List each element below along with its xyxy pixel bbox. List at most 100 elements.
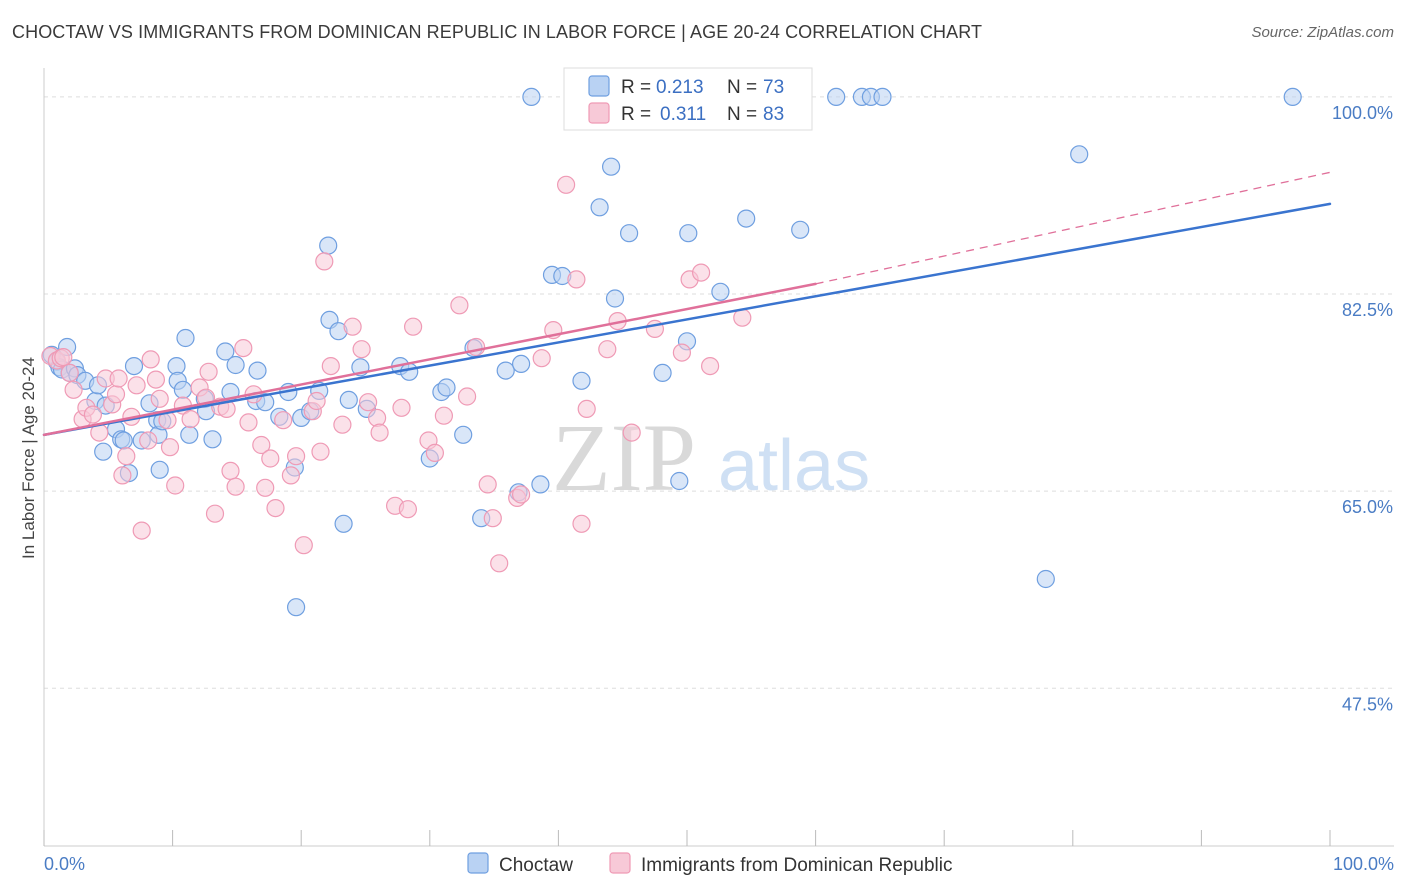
dominican-point-17 — [127, 376, 146, 395]
legend-r-value-dominican: 0.311 — [660, 104, 706, 125]
choctaw-point-27 — [176, 328, 195, 348]
choctaw-point-70 — [605, 289, 625, 308]
choctaw-point-41 — [287, 598, 306, 617]
dominican-point-27 — [181, 410, 200, 429]
dominican-trend-line — [42, 282, 817, 437]
dominican-point-66 — [458, 387, 477, 406]
choctaw-point-68 — [590, 198, 609, 217]
choctaw-point-28 — [180, 425, 199, 444]
choctaw-point-78 — [737, 209, 756, 228]
dominican-point-14 — [113, 466, 132, 485]
choctaw-point-80 — [791, 220, 810, 239]
choctaw-point-26 — [173, 380, 192, 399]
choctaw-point-57 — [454, 425, 473, 444]
dominican-point-79 — [598, 340, 617, 359]
choctaw-point-62 — [511, 354, 531, 373]
choctaw-point-49 — [339, 390, 358, 409]
dominican-point-81 — [622, 423, 641, 442]
dominican-point-85 — [691, 263, 711, 282]
dominican-point-42 — [266, 499, 285, 518]
choctaw-point-86 — [1070, 145, 1089, 164]
dominican-point-49 — [311, 442, 330, 461]
dominican-point-34 — [221, 461, 240, 480]
dominican-point-73 — [532, 349, 551, 368]
x-tick-label-max: 100.0% — [1333, 854, 1394, 874]
dominican-point-86 — [700, 357, 720, 376]
choctaw-point-36 — [248, 361, 267, 380]
legend: R = 0.213 N = 73 R = 0.311 N = 83 — [563, 67, 813, 131]
choctaw-point-48 — [334, 514, 353, 533]
dominican-point-15 — [117, 447, 136, 466]
source-credit: Source: ZipAtlas.com — [1251, 24, 1394, 41]
dominican-point-48 — [307, 391, 326, 411]
dominican-point-56 — [368, 408, 387, 427]
dominican-point-77 — [572, 514, 591, 533]
choctaw-point-45 — [319, 236, 338, 255]
dominican-point-44 — [281, 466, 300, 485]
dominican-point-19 — [139, 431, 158, 450]
choctaw-trend-line — [42, 202, 1332, 437]
dominican-point-53 — [343, 317, 362, 336]
dominican-point-39 — [252, 435, 271, 455]
y-axis-label: In Labor Force | Age 20-24 — [19, 357, 38, 559]
dominican-point-20 — [141, 350, 160, 369]
dominican-point-45 — [287, 447, 306, 466]
dominican-point-30 — [199, 362, 218, 381]
choctaw-point-53 — [400, 362, 419, 381]
dominican-point-60 — [398, 500, 417, 519]
y-tick-labels: 100.0% 82.5% 65.0% 47.5% — [1332, 103, 1393, 714]
chart-title: CHOCTAW VS IMMIGRANTS FROM DOMINICAN REP… — [12, 22, 983, 42]
dominican-point-51 — [321, 357, 340, 376]
series-legend: Choctaw Immigrants from Dominican Republ… — [467, 852, 953, 876]
y-tick-label-0: 100.0% — [1332, 103, 1393, 123]
dominican-point-21 — [146, 370, 165, 389]
choctaw-point-11 — [94, 442, 113, 461]
legend-n-value-choctaw: 73 — [763, 77, 784, 98]
choctaw-point-32 — [216, 342, 235, 361]
x-tick-label-min: 0.0% — [44, 854, 85, 874]
dominican-point-35 — [226, 477, 245, 496]
dominican-point-69 — [483, 509, 502, 528]
dominican-points — [41, 103, 774, 573]
dominican-point-43 — [274, 411, 293, 430]
choctaw-point-69 — [601, 157, 621, 176]
dominican-point-46 — [294, 536, 313, 555]
choctaw-point-56 — [437, 378, 456, 397]
dominican-point-65 — [450, 296, 469, 315]
dominican-point-3 — [54, 348, 73, 367]
dominican-trend-extension — [815, 171, 1331, 285]
dominican-point-5 — [64, 380, 83, 399]
dominican-point-55 — [359, 393, 378, 412]
legend-n-label-dominican: N = — [727, 104, 757, 125]
choctaw-point-84 — [873, 87, 892, 107]
choctaw-point-15 — [114, 431, 133, 450]
dominican-point-64 — [434, 406, 453, 425]
dominican-point-75 — [556, 175, 576, 194]
y-tick-label-2: 65.0% — [1342, 497, 1393, 517]
dominican-point-54 — [352, 340, 371, 359]
choctaw-points — [42, 87, 1302, 617]
legend-swatch-dominican — [588, 102, 610, 124]
dominican-point-59 — [392, 398, 411, 417]
choctaw-point-85 — [1036, 569, 1055, 589]
dominican-point-33 — [217, 399, 236, 418]
choctaw-point-81 — [827, 87, 846, 107]
legend-r-value-choctaw: 0.213 — [656, 77, 704, 98]
axes — [43, 68, 1394, 847]
dominican-point-25 — [166, 476, 185, 495]
legend-n-label-choctaw: N = — [727, 77, 757, 98]
choctaw-point-22 — [150, 460, 169, 479]
dominican-point-4 — [60, 363, 79, 382]
x-ticks — [43, 830, 1331, 846]
dominican-point-67 — [467, 337, 486, 357]
series-legend-swatch-dominican — [609, 852, 631, 874]
dominican-point-70 — [490, 554, 509, 573]
dominican-point-37 — [239, 413, 258, 432]
choctaw-point-75 — [679, 224, 698, 243]
dominican-point-22 — [150, 389, 169, 408]
choctaw-point-31 — [203, 430, 222, 449]
choctaw-point-17 — [124, 357, 144, 376]
watermark-zip: ZIP — [552, 404, 696, 511]
dominican-point-12 — [106, 385, 126, 404]
